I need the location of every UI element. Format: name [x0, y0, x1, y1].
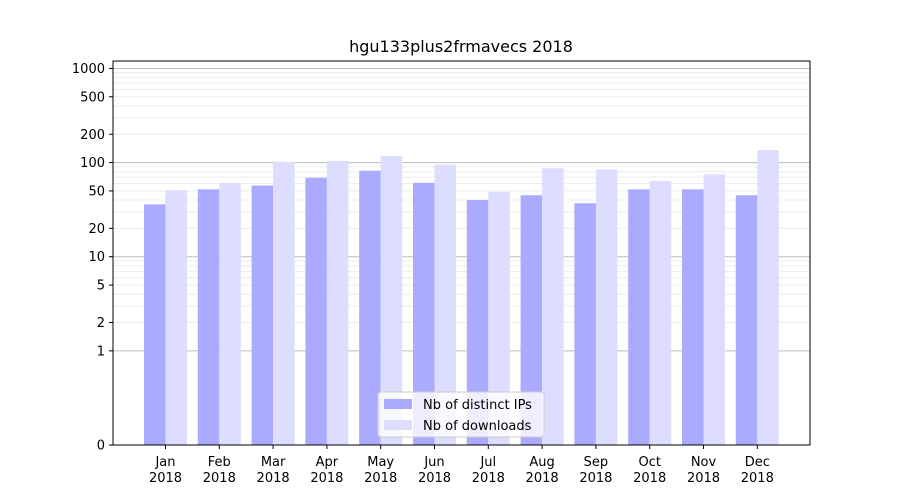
bar-distinct-ips: [520, 195, 543, 445]
bar-distinct-ips: [466, 200, 489, 445]
bar-distinct-ips: [735, 195, 758, 445]
x-tick-label-month: Jul: [479, 455, 496, 470]
plot-frame: [112, 60, 811, 446]
y-tick-label: 10: [88, 250, 105, 265]
legend-box: [377, 391, 545, 438]
bars: [144, 150, 779, 446]
x-tick-label-year: 2018: [633, 471, 666, 486]
bar-distinct-ips: [305, 177, 327, 446]
bar-downloads: [165, 190, 187, 445]
bar-downloads: [703, 174, 725, 445]
x-tick-label-year: 2018: [526, 471, 559, 486]
bar-downloads: [595, 169, 618, 445]
y-tick-label: 500: [80, 90, 105, 105]
legend-swatch: [384, 420, 412, 430]
y-tick-label: 1000: [72, 62, 105, 77]
bar-downloads: [326, 160, 349, 445]
bar-downloads: [542, 168, 564, 446]
chart-title: hgu133plus2frmavecs 2018: [349, 37, 573, 56]
bar-downloads: [273, 161, 295, 445]
x-tick-label-month: Feb: [208, 455, 231, 470]
x-tick-label-month: Oct: [638, 455, 660, 470]
bar-downloads: [380, 156, 403, 445]
x-tick-label-month: Sep: [584, 455, 609, 470]
bar-downloads: [649, 180, 672, 445]
x-tick-label-year: 2018: [364, 471, 397, 486]
legend: Nb of distinct IPs Nb of downloads: [377, 391, 545, 438]
x-tick-label-month: Jan: [154, 455, 175, 470]
y-tick-label: 2: [97, 316, 105, 331]
x-tick-label-month: Jun: [423, 455, 444, 470]
y-tick-label: 200: [80, 128, 105, 143]
bar-distinct-ips: [251, 185, 274, 446]
x-axis: Jan2018Feb2018Mar2018Apr2018May2018Jun20…: [149, 445, 774, 486]
bar-distinct-ips: [628, 189, 650, 445]
legend-label: Nb of distinct IPs: [423, 398, 532, 413]
bar-distinct-ips: [574, 203, 596, 445]
x-tick-label-month: Apr: [316, 455, 339, 470]
legend-label: Nb of downloads: [423, 419, 532, 434]
y-tick-label: 0: [97, 439, 105, 454]
x-tick-label-month: Nov: [691, 455, 717, 470]
x-tick-label-month: Dec: [745, 455, 770, 470]
bar-distinct-ips: [682, 189, 704, 445]
y-tick-label: 20: [88, 222, 105, 237]
bar-downloads: [219, 182, 241, 445]
x-tick-label-year: 2018: [741, 471, 774, 486]
bar-downloads: [434, 164, 456, 445]
bar-distinct-ips: [197, 189, 220, 445]
bar-distinct-ips: [144, 204, 166, 445]
legend-swatch: [384, 399, 412, 409]
x-tick-label-year: 2018: [149, 471, 182, 486]
x-tick-label-year: 2018: [687, 471, 720, 486]
x-tick-label-month: Mar: [261, 455, 286, 470]
y-tick-label: 5: [97, 279, 105, 294]
y-axis: 0 1 2 5 10 20 50 100 200 500 1000: [72, 62, 113, 454]
y-tick-label: 1: [97, 344, 105, 359]
bar-distinct-ips: [413, 182, 435, 445]
x-tick-label-year: 2018: [257, 471, 290, 486]
y-tick-label: 50: [88, 184, 105, 199]
bar-downloads: [757, 150, 779, 445]
bar-distinct-ips: [359, 170, 381, 445]
x-tick-label-year: 2018: [579, 471, 612, 486]
y-tick-label: 100: [80, 156, 105, 171]
x-tick-label-year: 2018: [418, 471, 451, 486]
x-tick-label-year: 2018: [310, 471, 343, 486]
x-tick-label-year: 2018: [203, 471, 236, 486]
x-tick-label-month: Aug: [529, 455, 554, 470]
x-tick-label-year: 2018: [472, 471, 505, 486]
x-tick-label-month: May: [367, 455, 394, 470]
bar-downloads: [488, 191, 510, 445]
